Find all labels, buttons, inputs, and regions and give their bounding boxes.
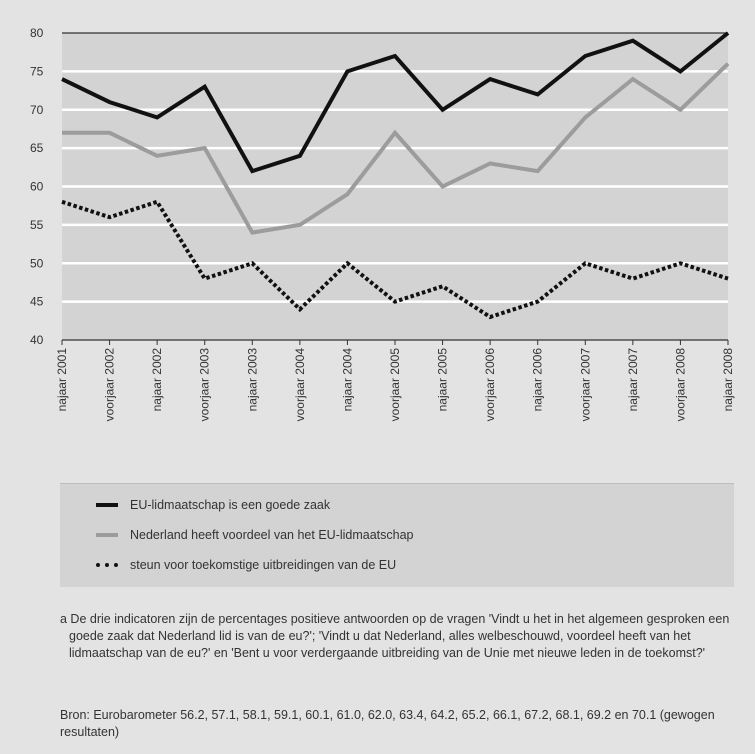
y-tick-label: 70 (30, 103, 44, 117)
x-tick-label: voorjaar 2006 (483, 348, 497, 422)
x-tick-label: voorjaar 2007 (578, 348, 592, 422)
legend-swatch-solid-black (96, 503, 118, 507)
x-tick-label: najaar 2008 (721, 348, 735, 412)
legend-label: steun voor toekomstige uitbreidingen van… (130, 558, 397, 572)
x-tick-label: najaar 2005 (436, 348, 450, 412)
x-axis-ticks: najaar 2001 voorjaar 2002 najaar 2002 voorj… (55, 340, 735, 421)
x-tick-label: voorjaar 2002 (103, 348, 117, 422)
y-tick-label: 40 (30, 333, 44, 347)
x-tick-label: najaar 2006 (531, 348, 545, 412)
x-tick-label: voorjaar 2008 (673, 348, 687, 422)
x-tick-label: voorjaar 2003 (198, 348, 212, 422)
x-tick-label: najaar 2001 (55, 348, 69, 412)
y-axis-ticks: 40 45 50 55 60 65 70 75 80 (30, 26, 44, 347)
series-line-2 (62, 62, 730, 235)
legend: EU-lidmaatschap is een goede zaak Nederl… (60, 483, 734, 587)
footnote: a De drie indicatoren zijn de percentage… (60, 611, 740, 662)
x-tick-label: voorjaar 2005 (388, 348, 402, 422)
legend-item-eu-membership-good: EU-lidmaatschap is een goede zaak (96, 495, 330, 515)
series-line-3 (61, 199, 729, 320)
legend-swatch-solid-grey (96, 533, 118, 537)
source-text: Bron: Eurobarometer 56.2, 57.1, 58.1, 59… (60, 708, 715, 739)
legend-item-enlargement-support: steun voor toekomstige uitbreidingen van… (96, 555, 396, 575)
legend-item-nl-benefits: Nederland heeft voordeel van het EU-lidm… (96, 525, 414, 545)
series-lines (61, 31, 730, 320)
y-tick-label: 65 (30, 141, 44, 155)
chart-svg: 40 45 50 55 60 65 70 75 80 najaar 2001 voorjaar 2… (30, 26, 735, 421)
y-tick-label: 75 (30, 64, 44, 78)
legend-label: EU-lidmaatschap is een goede zaak (130, 498, 331, 512)
series-line-1 (61, 31, 730, 174)
y-tick-label: 80 (30, 26, 44, 40)
footnote-text: a De drie indicatoren zijn de percentage… (60, 612, 730, 660)
y-tick-label: 45 (30, 295, 44, 309)
legend-swatch-dotted (96, 563, 118, 567)
x-tick-label: najaar 2003 (245, 348, 259, 412)
y-tick-label: 50 (30, 256, 44, 270)
y-tick-label: 55 (30, 218, 44, 232)
y-tick-label: 60 (30, 180, 44, 194)
x-tick-label: najaar 2004 (340, 348, 354, 412)
x-tick-label: najaar 2002 (150, 348, 164, 412)
x-tick-label: najaar 2007 (626, 348, 640, 412)
source-note: Bron: Eurobarometer 56.2, 57.1, 58.1, 59… (60, 707, 740, 741)
line-chart: 40 45 50 55 60 65 70 75 80 najaar 2001 voorjaar 2… (30, 26, 735, 421)
x-tick-label: voorjaar 2004 (293, 348, 307, 422)
legend-label: Nederland heeft voordeel van het EU-lidm… (130, 528, 414, 542)
